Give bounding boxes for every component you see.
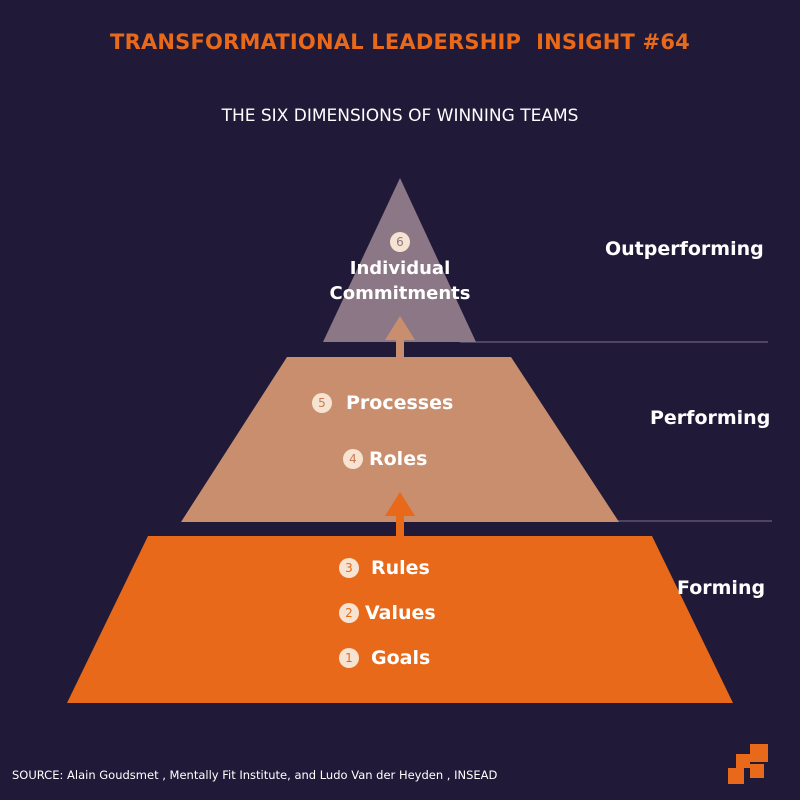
dimension-goals: 1 Goals	[339, 647, 430, 669]
page-title: TRANSFORMATIONAL LEADERSHIP INSIGHT #64	[110, 30, 690, 54]
number-badge: 6	[390, 232, 410, 252]
stage-label-outperforming: Outperforming	[605, 238, 764, 260]
pyramid-tier-outperforming	[323, 178, 476, 342]
number-badge: 5	[312, 393, 332, 413]
dimension-values: 2 Values	[339, 602, 436, 624]
source-citation: SOURCE: Alain Goudsmet , Mentally Fit In…	[12, 768, 498, 782]
dimension-label: Individual Commitments	[329, 258, 471, 304]
number-badge: 4	[343, 449, 363, 469]
dimension-label: Processes	[346, 392, 454, 414]
dimension-label: Goals	[371, 647, 431, 669]
page-subtitle: THE SIX DIMENSIONS OF WINNING TEAMS	[221, 106, 579, 126]
stage-label-performing: Performing	[650, 407, 771, 429]
arrow-up-icon	[385, 492, 415, 538]
dimension-rules: 3 Rules	[339, 557, 430, 579]
dimension-processes: 5 Processes	[312, 392, 453, 414]
stage-label-forming: Forming	[677, 577, 766, 599]
dimension-individual-commitments: 6 Individual Commitments	[300, 232, 500, 306]
pyramid-tier-performing	[181, 357, 619, 522]
number-badge: 3	[339, 558, 359, 578]
brand-logo-icon	[728, 744, 768, 784]
dimension-label: Roles	[369, 448, 428, 470]
dimension-label: Rules	[371, 557, 430, 579]
number-badge: 1	[339, 648, 359, 668]
arrow-up-icon	[385, 316, 415, 359]
dimension-label: Values	[365, 602, 436, 624]
dimension-roles: 4 Roles	[343, 448, 427, 470]
pyramid-tier-forming	[67, 536, 733, 703]
number-badge: 2	[339, 603, 359, 623]
